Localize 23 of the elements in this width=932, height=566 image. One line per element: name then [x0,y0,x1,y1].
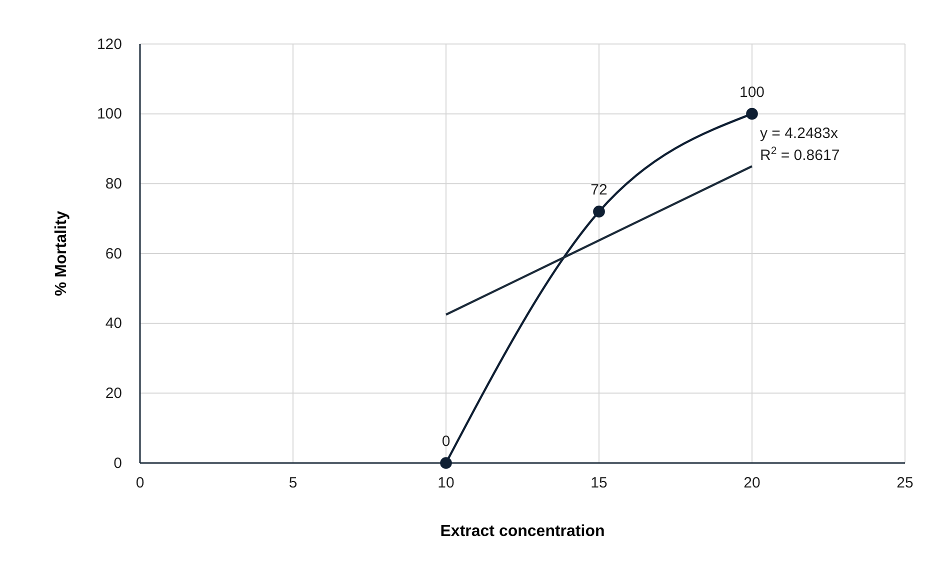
x-tick-label: 10 [438,474,454,492]
x-tick-label: 15 [590,474,608,492]
y-tick-label: 60 [105,245,122,262]
data-label: 0 [442,433,450,450]
y-tick-label: 20 [105,384,122,402]
point [746,108,758,120]
data-label: 72 [590,182,608,199]
y-tick-label: 100 [96,106,122,123]
x-tick-label: 0 [136,474,144,492]
point [440,457,452,469]
y-tick-label: 40 [105,315,122,332]
y-tick-label: 0 [114,454,122,472]
data-label: 100 [739,84,765,101]
x-tick-label: 20 [744,474,760,492]
point [593,206,605,218]
annotation: R$^{2}$ = 0.8617 [760,145,840,164]
x-tick-label: 5 [288,474,298,492]
x-tick-label: 25 [896,474,914,492]
y-tick-label: 80 [105,175,122,192]
y-axis-title: % Mortality [53,210,70,296]
annotation: y = 4.2483x [760,125,838,142]
y-tick-label: 120 [96,36,122,53]
x-axis-title: Extract concentration [440,523,605,540]
